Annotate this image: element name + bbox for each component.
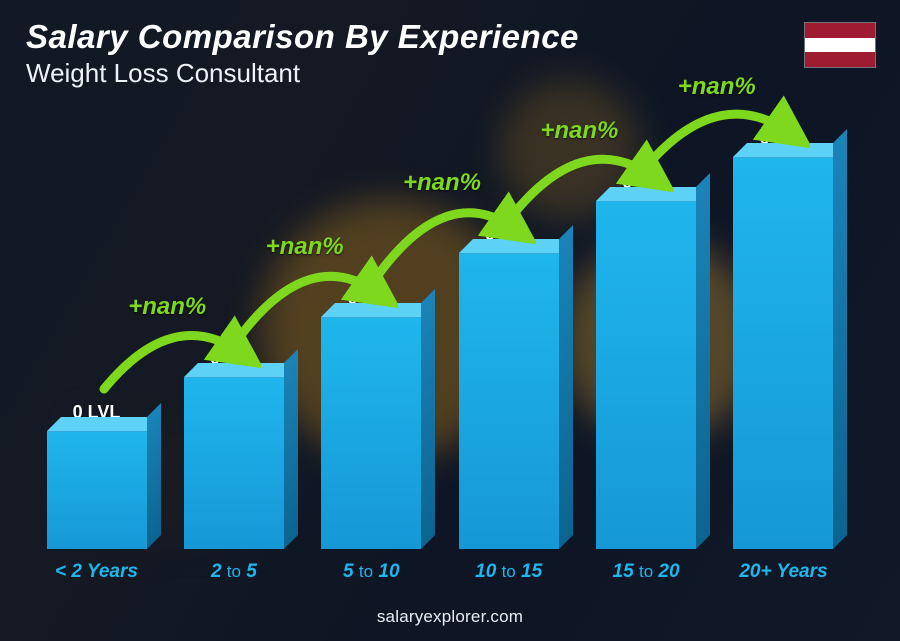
- flag-stripe: [805, 38, 875, 53]
- flag-stripe: [805, 52, 875, 67]
- x-axis-label: 5 to 10: [309, 561, 434, 583]
- bar: [733, 157, 833, 549]
- bar-slot: 0 LVL: [721, 128, 846, 549]
- bar-slot: 0 LVL: [34, 402, 159, 549]
- bar-slot: 0 LVL: [309, 288, 434, 549]
- header: Salary Comparison By Experience Weight L…: [26, 18, 579, 89]
- x-axis-label: 15 to 20: [584, 561, 709, 583]
- country-flag-icon: [804, 22, 876, 68]
- page-subtitle: Weight Loss Consultant: [26, 58, 579, 89]
- x-axis-label: 20+ Years: [721, 561, 846, 583]
- x-axis-label: < 2 Years: [34, 561, 159, 583]
- bar: [596, 201, 696, 549]
- bar-slot: 0 LVL: [446, 224, 571, 549]
- bar: [459, 253, 559, 549]
- bar: [321, 317, 421, 549]
- bar-slot: 0 LVL: [584, 172, 709, 549]
- bar: [47, 431, 147, 549]
- salary-bar-chart: 0 LVL0 LVL0 LVL0 LVL0 LVL0 LVL < 2 Years…: [34, 107, 846, 577]
- source-credit: salaryexplorer.com: [0, 607, 900, 627]
- x-axis-label: 2 to 5: [171, 561, 296, 583]
- flag-stripe: [805, 23, 875, 38]
- x-axis-label: 10 to 15: [446, 561, 571, 583]
- bar-slot: 0 LVL: [171, 348, 296, 549]
- page-title: Salary Comparison By Experience: [26, 18, 579, 56]
- delta-label: +nan%: [678, 73, 756, 101]
- bar: [184, 377, 284, 549]
